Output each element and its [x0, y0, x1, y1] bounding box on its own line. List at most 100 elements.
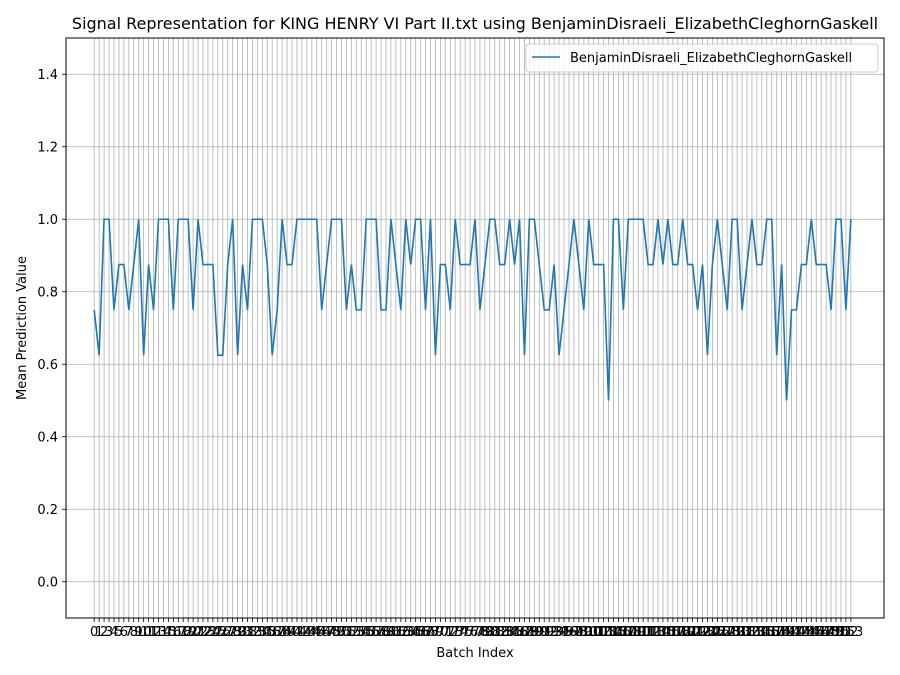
- y-tick-label: 0.0: [37, 575, 58, 590]
- x-tick-label: 93: [546, 625, 563, 640]
- x-tick-label: 144: [794, 625, 819, 640]
- x-tick-label: 121: [680, 625, 705, 640]
- x-tick-label: 34: [254, 625, 271, 640]
- x-tick-label: 147: [809, 625, 834, 640]
- x-tick-label: 98: [571, 625, 588, 640]
- x-tick-label: 116: [655, 625, 680, 640]
- x-tick-label: 77: [467, 625, 484, 640]
- x-tick-label: 22: [195, 625, 212, 640]
- x-tick-label: 62: [393, 625, 410, 640]
- x-tick-label: 63: [397, 625, 414, 640]
- x-tick-label: 84: [501, 625, 518, 640]
- y-tick-label: 0.6: [37, 358, 58, 373]
- y-tick-label: 1.0: [37, 213, 58, 228]
- x-tick-label: 11: [140, 625, 157, 640]
- x-axis-ticks: 0123456789101112131415161718192021222324…: [90, 618, 863, 640]
- x-tick-label: 9: [135, 625, 143, 640]
- x-tick-label: 118: [665, 625, 690, 640]
- x-tick-label: 70: [432, 625, 449, 640]
- x-tick-label: 125: [700, 625, 725, 640]
- x-tick-label: 139: [769, 625, 794, 640]
- x-tick-label: 23: [200, 625, 217, 640]
- x-tick-label: 55: [358, 625, 375, 640]
- x-tick-label: 104: [596, 625, 621, 640]
- x-tick-label: 1: [95, 625, 103, 640]
- x-tick-label: 0: [90, 625, 98, 640]
- vertical-grid: [93, 38, 852, 618]
- x-tick-label: 54: [353, 625, 370, 640]
- x-tick-label: 100: [576, 625, 601, 640]
- x-tick-label: 109: [621, 625, 646, 640]
- x-tick-label: 48: [323, 625, 340, 640]
- x-tick-label: 127: [710, 625, 735, 640]
- x-tick-label: 19: [180, 625, 197, 640]
- horizontal-grid: [66, 73, 884, 583]
- x-tick-label: 44: [304, 625, 321, 640]
- x-tick-label: 149: [819, 625, 844, 640]
- x-tick-label: 18: [175, 625, 192, 640]
- x-tick-label: 61: [388, 625, 405, 640]
- x-tick-label: 92: [541, 625, 558, 640]
- x-tick-label: 51: [338, 625, 355, 640]
- x-tick-label: 33: [249, 625, 266, 640]
- x-tick-label: 108: [616, 625, 641, 640]
- legend-box: [525, 43, 879, 73]
- x-tick-label: 136: [754, 625, 779, 640]
- x-tick-label: 85: [506, 625, 523, 640]
- x-tick-label: 74: [452, 625, 469, 640]
- x-tick-label: 42: [294, 625, 311, 640]
- x-tick-label: 113: [641, 625, 666, 640]
- x-tick-label: 66: [412, 625, 429, 640]
- x-tick-label: 129: [720, 625, 745, 640]
- x-tick-label: 153: [838, 625, 863, 640]
- x-tick-label: 133: [740, 625, 765, 640]
- x-tick-label: 29: [229, 625, 246, 640]
- x-tick-label: 141: [779, 625, 804, 640]
- x-tick-label: 86: [511, 625, 528, 640]
- x-tick-label: 73: [447, 625, 464, 640]
- x-tick-label: 128: [715, 625, 740, 640]
- x-tick-label: 112: [636, 625, 661, 640]
- x-tick-label: 122: [685, 625, 710, 640]
- y-axis-ticks: 0.0 0.2 0.4 0.6 0.8 1.0 1.2 1.4: [37, 68, 66, 590]
- x-tick-label: 75: [457, 625, 474, 640]
- x-tick-label: 81: [487, 625, 504, 640]
- x-tick-label: 49: [328, 625, 345, 640]
- x-tick-label: 152: [834, 625, 859, 640]
- y-tick-label: 0.2: [37, 503, 58, 518]
- x-tick-label: 60: [383, 625, 400, 640]
- x-tick-label: 72: [442, 625, 459, 640]
- x-tick-label: 46: [313, 625, 330, 640]
- x-tick-label: 142: [784, 625, 809, 640]
- x-tick-label: 130: [725, 625, 750, 640]
- x-tick-label: 17: [170, 625, 187, 640]
- x-tick-label: 143: [789, 625, 814, 640]
- x-tick-label: 13: [150, 625, 167, 640]
- x-tick-label: 114: [646, 625, 671, 640]
- x-tick-label: 69: [427, 625, 444, 640]
- x-tick-label: 124: [695, 625, 720, 640]
- x-tick-label: 97: [566, 625, 583, 640]
- x-tick-label: 57: [368, 625, 385, 640]
- x-tick-label: 138: [764, 625, 789, 640]
- x-tick-label: 71: [437, 625, 454, 640]
- x-tick-label: 39: [279, 625, 296, 640]
- x-tick-label: 90: [531, 625, 548, 640]
- x-tick-label: 117: [660, 625, 685, 640]
- x-tick-label: 41: [289, 625, 306, 640]
- x-tick-label: 67: [417, 625, 434, 640]
- x-tick-label: 87: [516, 625, 533, 640]
- x-tick-label: 148: [814, 625, 839, 640]
- y-tick-label: 0.4: [37, 430, 58, 445]
- x-tick-label: 99: [576, 625, 593, 640]
- x-tick-label: 12: [145, 625, 162, 640]
- x-tick-label: 3: [105, 625, 113, 640]
- x-tick-label: 27: [219, 625, 236, 640]
- x-tick-label: 123: [690, 625, 715, 640]
- x-tick-label: 45: [308, 625, 325, 640]
- x-tick-label: 131: [730, 625, 755, 640]
- x-tick-label: 26: [215, 625, 232, 640]
- x-tick-label: 110: [626, 625, 651, 640]
- x-tick-label: 88: [521, 625, 538, 640]
